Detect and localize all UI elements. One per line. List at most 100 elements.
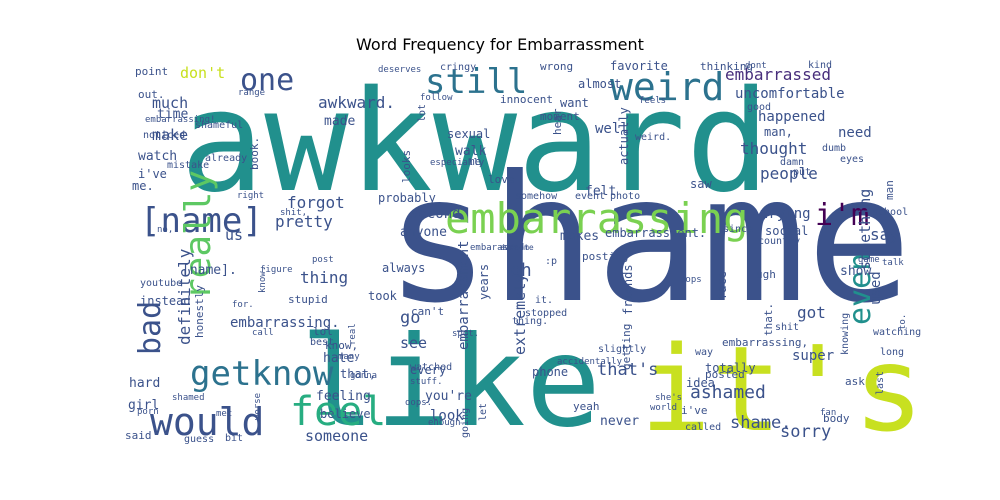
cloud-word: don't <box>180 64 225 82</box>
cloud-word: that's <box>597 360 658 380</box>
cloud-word: almost <box>578 77 621 91</box>
cloud-word: i've <box>138 167 167 181</box>
cloud-word: no, <box>157 225 173 235</box>
cloud-word: time <box>157 107 188 122</box>
cloud-word: knowing <box>840 313 851 355</box>
cloud-word: sexual <box>447 127 490 141</box>
cloud-word: need <box>838 125 872 141</box>
cloud-word: mistake <box>167 160 209 171</box>
cloud-word: hate <box>323 351 354 366</box>
cloud-word: [name]. <box>182 263 237 278</box>
cloud-word: body <box>823 412 850 425</box>
cloud-word: way <box>695 347 713 358</box>
cloud-word: event <box>575 191 605 202</box>
cloud-word: enough <box>428 418 461 428</box>
cloud-word: every <box>410 363 446 377</box>
cloud-word: something <box>856 189 874 270</box>
cloud-word: love <box>488 173 515 186</box>
cloud-word: since <box>723 224 753 235</box>
cloud-word: honestly <box>193 285 206 338</box>
cloud-word: second <box>410 206 461 222</box>
cloud-word: people <box>760 164 818 183</box>
cloud-word: getknow <box>190 354 334 394</box>
cloud-word: country <box>758 236 800 247</box>
cloud-word: point <box>135 65 168 78</box>
cloud-word: embarrassing <box>445 194 748 243</box>
cloud-word: watch <box>138 149 177 164</box>
cloud-word: see <box>400 334 427 352</box>
cloud-word: felt <box>585 184 616 199</box>
cloud-word: well <box>595 121 629 137</box>
cloud-word: that. <box>762 303 775 336</box>
cloud-word: embarrassment <box>456 240 472 350</box>
cloud-word: going <box>460 408 471 438</box>
cloud-word: feels <box>639 96 666 106</box>
cloud-word: stuff. <box>410 377 443 387</box>
cloud-word: met <box>216 409 232 419</box>
cloud-word: porn <box>137 407 159 417</box>
cloud-word: friends <box>621 264 635 315</box>
cloud-word: bad <box>133 301 168 355</box>
cloud-word: thinking <box>700 60 753 73</box>
cloud-word: still <box>425 62 527 102</box>
cloud-word: hear <box>551 108 564 135</box>
cloud-word: face <box>715 271 729 300</box>
cloud-word: yeah <box>573 400 600 413</box>
cloud-word: [name] <box>140 201 263 241</box>
cloud-word: definitely <box>175 248 194 345</box>
cloud-word: shame. <box>730 413 791 433</box>
cloud-word: say <box>870 225 899 244</box>
cloud-word: last <box>875 371 886 395</box>
cloud-word: many <box>338 352 360 362</box>
cloud-word: she's <box>655 393 682 403</box>
cloud-word: super <box>792 348 834 364</box>
cloud-word: shit, <box>280 208 307 218</box>
cloud-word: out. <box>138 88 165 101</box>
cloud-word: look <box>430 408 464 424</box>
cloud-word: post <box>312 255 334 265</box>
cloud-word: forgot <box>287 193 345 212</box>
cloud-word: watching <box>873 327 921 338</box>
cloud-word: cringy <box>440 62 476 73</box>
cloud-word: one <box>240 63 294 98</box>
cloud-word: would <box>150 400 264 444</box>
cloud-word: embarrassment. <box>605 226 706 240</box>
cloud-word: us <box>225 226 243 244</box>
cloud-word: range <box>238 88 265 98</box>
cloud-word: sorry <box>780 422 831 442</box>
cloud-word: believe <box>320 407 371 421</box>
cloud-word: really <box>178 170 219 300</box>
cloud-word: i'm <box>815 198 869 233</box>
cloud-word: walk <box>455 144 486 159</box>
cloud-word: show <box>840 264 871 279</box>
chart-title: Word Frequency for Embarrassment <box>356 35 644 54</box>
cloud-word: oops <box>680 275 702 285</box>
cloud-word: put <box>793 167 811 178</box>
cloud-word: bit <box>225 433 243 444</box>
cloud-word: know, <box>325 339 358 352</box>
cloud-word: made <box>324 114 355 129</box>
cloud-word: :p <box>545 256 557 267</box>
cloud-word: dont <box>745 61 767 71</box>
cloud-word: hard <box>129 376 160 391</box>
cloud-word: totally <box>705 361 756 375</box>
cloud-word: school <box>872 207 908 218</box>
cloud-word: even <box>843 253 878 325</box>
cloud-word: embarassed <box>470 243 524 253</box>
cloud-word: said <box>125 429 152 442</box>
cloud-word: call <box>252 328 274 338</box>
cloud-word: saw <box>690 177 712 191</box>
cloud-word: i've <box>681 404 708 417</box>
cloud-word: figure <box>260 265 293 275</box>
cloud-word: lol <box>313 325 333 338</box>
cloud-word: posting <box>582 250 628 263</box>
cloud-word: book. <box>248 137 261 170</box>
cloud-word: got <box>797 303 826 322</box>
cloud-word: awkward. <box>318 93 395 112</box>
cloud-word: accidentally <box>557 357 623 367</box>
cloud-word: weird <box>610 65 724 109</box>
cloud-word: embarrassed <box>725 65 831 84</box>
cloud-word: feel <box>290 389 386 435</box>
cloud-word: always <box>382 261 425 275</box>
